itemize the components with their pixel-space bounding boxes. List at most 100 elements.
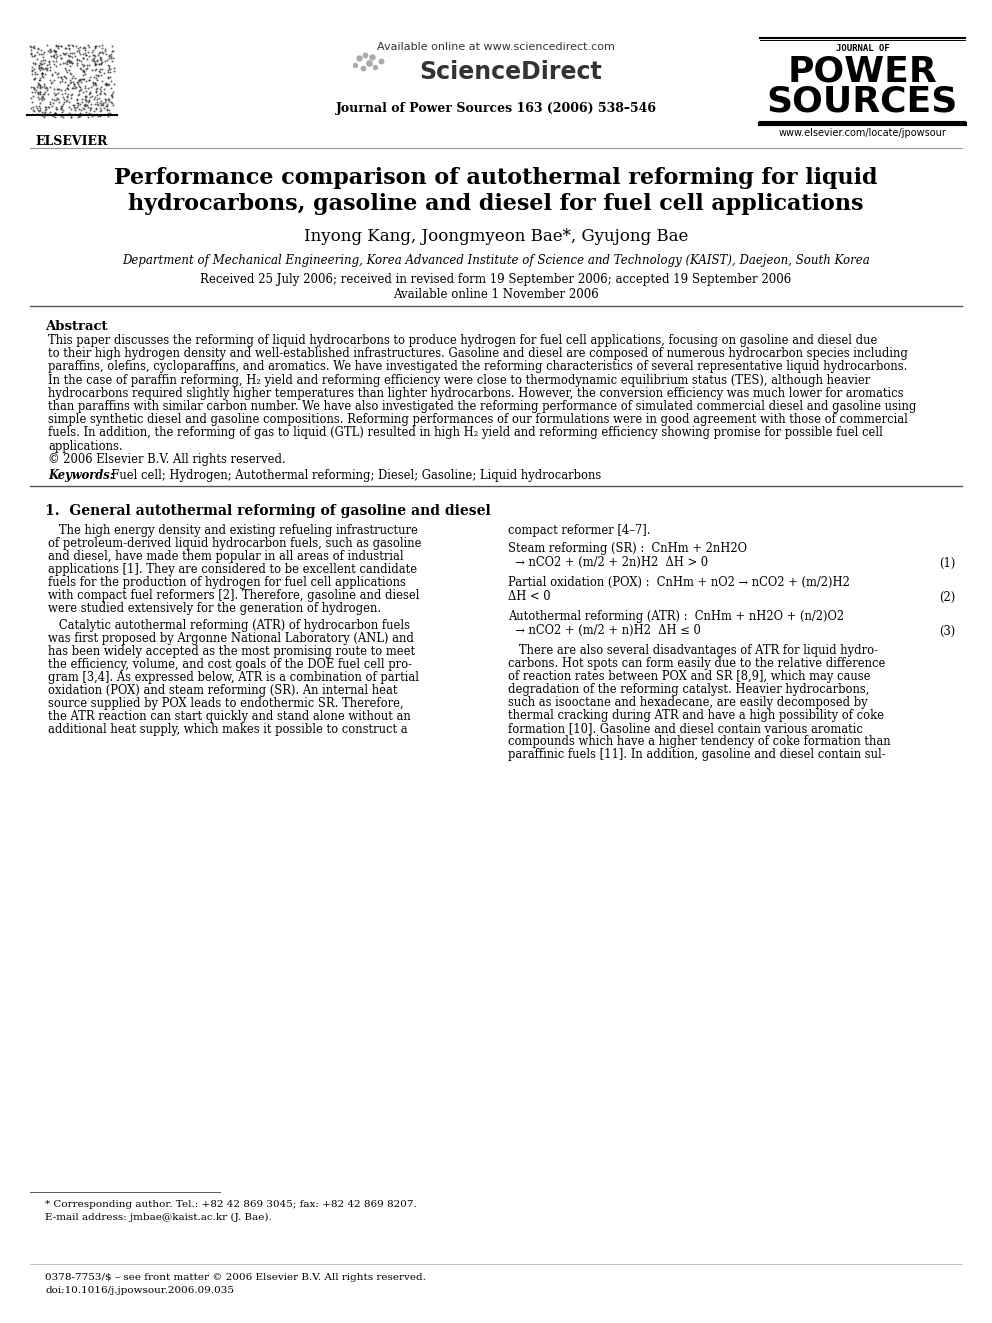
Point bbox=[77, 81, 93, 102]
Point bbox=[68, 53, 84, 74]
Point bbox=[30, 37, 46, 58]
Point bbox=[100, 105, 116, 126]
Point bbox=[87, 71, 103, 93]
Point bbox=[52, 79, 67, 101]
Point bbox=[97, 38, 113, 60]
Point bbox=[80, 54, 96, 75]
Point bbox=[361, 53, 377, 74]
Point bbox=[80, 77, 96, 98]
Point bbox=[78, 90, 94, 111]
Point bbox=[60, 86, 75, 107]
Point bbox=[27, 62, 43, 83]
Text: Received 25 July 2006; received in revised form 19 September 2006; accepted 19 S: Received 25 July 2006; received in revis… bbox=[200, 273, 792, 286]
Point bbox=[97, 73, 113, 94]
Point bbox=[68, 71, 84, 93]
Point bbox=[62, 52, 77, 73]
Point bbox=[49, 46, 64, 67]
Point bbox=[39, 79, 55, 101]
Point bbox=[36, 75, 52, 97]
Point bbox=[38, 99, 54, 120]
Point bbox=[48, 83, 63, 105]
Text: → nCO2 + (m/2 + n)H2  ΔH ≤ 0: → nCO2 + (m/2 + n)H2 ΔH ≤ 0 bbox=[508, 624, 701, 636]
Point bbox=[48, 102, 63, 123]
Point bbox=[53, 36, 68, 57]
Point bbox=[53, 98, 68, 119]
Text: ELSEVIER: ELSEVIER bbox=[36, 135, 108, 148]
Text: SOURCES: SOURCES bbox=[767, 85, 958, 119]
Point bbox=[70, 98, 86, 119]
Point bbox=[75, 48, 91, 69]
Point bbox=[82, 98, 98, 119]
Point bbox=[84, 106, 100, 127]
Point bbox=[105, 40, 121, 61]
Point bbox=[54, 95, 69, 116]
Point bbox=[93, 48, 109, 69]
Point bbox=[42, 40, 58, 61]
Point bbox=[67, 103, 83, 124]
Text: hydrocarbons, gasoline and diesel for fuel cell applications: hydrocarbons, gasoline and diesel for fu… bbox=[128, 193, 864, 216]
Point bbox=[30, 86, 46, 107]
Point bbox=[99, 49, 115, 70]
Point bbox=[75, 60, 91, 81]
Point bbox=[68, 40, 84, 61]
Point bbox=[25, 36, 41, 57]
Point bbox=[46, 46, 62, 67]
Point bbox=[23, 87, 39, 108]
Point bbox=[62, 38, 77, 60]
Point bbox=[33, 58, 49, 79]
Point bbox=[77, 89, 93, 110]
Point bbox=[31, 44, 47, 65]
Point bbox=[64, 83, 80, 105]
Point bbox=[347, 54, 363, 75]
Point bbox=[89, 85, 105, 106]
Point bbox=[62, 87, 78, 108]
Point bbox=[68, 77, 84, 98]
Text: POWER: POWER bbox=[788, 54, 937, 89]
Text: the ATR reaction can start quickly and stand alone without an: the ATR reaction can start quickly and s… bbox=[48, 710, 411, 722]
Text: Available online at www.sciencedirect.com: Available online at www.sciencedirect.co… bbox=[377, 42, 615, 52]
Point bbox=[83, 60, 99, 81]
Point bbox=[41, 41, 57, 62]
Point bbox=[70, 95, 86, 116]
Point bbox=[31, 99, 47, 120]
Point bbox=[57, 65, 72, 86]
Point bbox=[47, 103, 62, 124]
Point bbox=[33, 50, 49, 71]
Point bbox=[56, 87, 71, 108]
Point bbox=[94, 34, 110, 56]
Point bbox=[51, 36, 66, 57]
Point bbox=[42, 69, 58, 90]
Point bbox=[42, 56, 58, 77]
Text: compact reformer [4–7].: compact reformer [4–7]. bbox=[508, 524, 651, 537]
Point bbox=[100, 67, 116, 89]
Point bbox=[23, 98, 39, 119]
Point bbox=[97, 89, 113, 110]
Point bbox=[99, 95, 115, 116]
Point bbox=[64, 67, 80, 89]
Point bbox=[49, 90, 64, 111]
Point bbox=[32, 75, 48, 97]
Point bbox=[31, 57, 47, 78]
Point bbox=[83, 103, 99, 124]
Text: applications [1]. They are considered to be excellent candidate: applications [1]. They are considered to… bbox=[48, 564, 417, 576]
Point bbox=[62, 85, 78, 106]
Point bbox=[58, 44, 73, 65]
Text: additional heat supply, which makes it possible to construct a: additional heat supply, which makes it p… bbox=[48, 722, 408, 736]
Point bbox=[29, 49, 45, 70]
Point bbox=[101, 56, 117, 77]
Point bbox=[89, 77, 105, 98]
Point bbox=[62, 52, 78, 73]
Text: ΔH < 0: ΔH < 0 bbox=[508, 590, 551, 603]
Text: fuels. In addition, the reforming of gas to liquid (GTL) resulted in high H₂ yie: fuels. In addition, the reforming of gas… bbox=[48, 426, 883, 439]
Text: This paper discusses the reforming of liquid hydrocarbons to produce hydrogen fo: This paper discusses the reforming of li… bbox=[48, 333, 877, 347]
Point bbox=[34, 64, 50, 85]
Point bbox=[71, 79, 87, 101]
Point bbox=[103, 48, 119, 69]
Point bbox=[103, 44, 119, 65]
Point bbox=[93, 49, 109, 70]
Point bbox=[58, 37, 73, 58]
Point bbox=[34, 64, 50, 85]
Point bbox=[23, 42, 39, 64]
Point bbox=[48, 61, 63, 82]
Point bbox=[71, 70, 87, 91]
